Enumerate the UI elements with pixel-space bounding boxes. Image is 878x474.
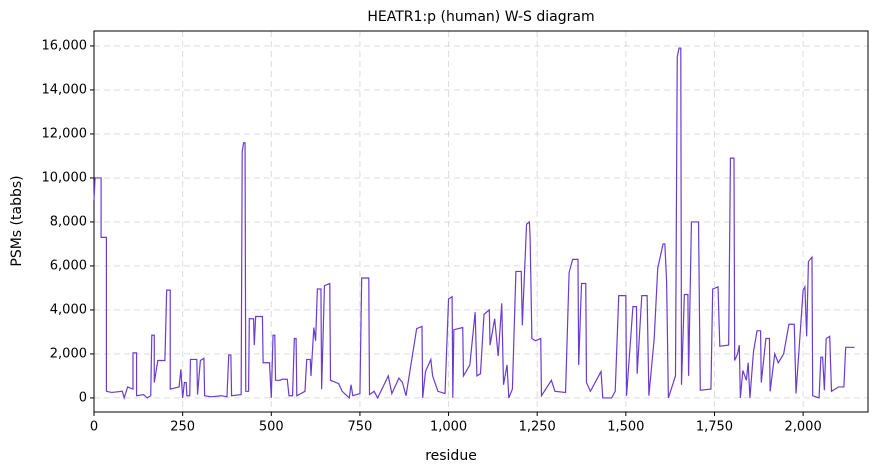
y-tick-label: 0 xyxy=(79,390,87,405)
x-tick-label: 1,750 xyxy=(696,420,733,435)
x-tick-label: 0 xyxy=(90,420,98,435)
x-tick-label: 500 xyxy=(259,420,284,435)
y-axis-label: PSMs (tabbs) xyxy=(9,175,25,266)
x-tick-label: 250 xyxy=(170,420,195,435)
x-tick-label: 1,500 xyxy=(607,420,644,435)
y-tick-label: 16,000 xyxy=(42,38,88,53)
y-tick-label: 14,000 xyxy=(42,82,88,97)
x-tick-label: 750 xyxy=(348,420,373,435)
plot-frame xyxy=(93,30,869,413)
x-axis-label: residue xyxy=(425,448,477,464)
x-tick-label: 1,250 xyxy=(519,420,556,435)
y-tick-label: 8,000 xyxy=(50,214,87,229)
y-tick-label: 10,000 xyxy=(42,170,88,185)
x-tick-label: 2,000 xyxy=(785,420,822,435)
y-tick-label: 12,000 xyxy=(42,126,88,141)
y-tick-label: 4,000 xyxy=(50,302,87,317)
x-tick-label: 1,000 xyxy=(430,420,467,435)
chart-title: HEATR1:p (human) W-S diagram xyxy=(367,9,594,25)
y-tick-label: 6,000 xyxy=(50,258,87,273)
y-tick-label: 2,000 xyxy=(50,346,87,361)
data-line xyxy=(93,47,855,401)
